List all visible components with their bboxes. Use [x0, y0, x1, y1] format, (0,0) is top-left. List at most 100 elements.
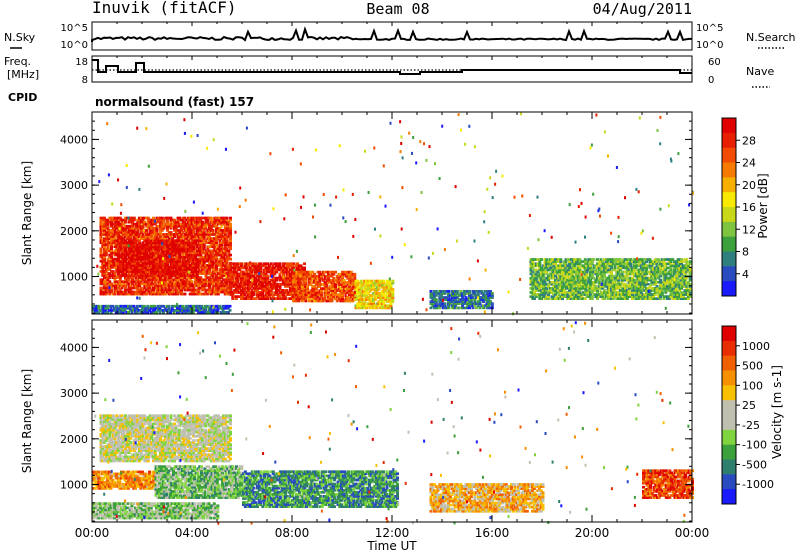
- cell: [540, 272, 543, 276]
- cell: [555, 278, 559, 282]
- cell: [122, 261, 126, 265]
- cell: [214, 309, 218, 312]
- nave-label: Nave: [746, 65, 774, 78]
- cell: [132, 266, 136, 269]
- cell: [372, 288, 375, 291]
- cell: [122, 268, 126, 271]
- cell: [561, 272, 564, 276]
- cell: [339, 287, 343, 290]
- cell: [250, 293, 254, 296]
- cell: [139, 276, 143, 279]
- cell: [557, 268, 561, 272]
- cell: [159, 243, 162, 247]
- cell: [162, 253, 166, 257]
- cell: [349, 277, 353, 280]
- cell: [533, 278, 536, 282]
- cell: [225, 220, 229, 224]
- cell: [233, 285, 236, 288]
- cell: [547, 282, 550, 286]
- cell: [171, 286, 175, 290]
- cell: [103, 216, 106, 220]
- cell: [440, 290, 443, 293]
- cell: [566, 293, 570, 296]
- cell: [469, 298, 473, 301]
- cell: [342, 279, 346, 282]
- cell: [132, 257, 136, 261]
- cell: [185, 241, 189, 245]
- cell: [188, 266, 192, 269]
- cell: [341, 279, 344, 282]
- cell: [139, 235, 143, 238]
- cell: [120, 311, 123, 314]
- cell: [213, 241, 217, 244]
- cell: [342, 270, 346, 274]
- cell: [166, 226, 169, 230]
- cell: [359, 302, 363, 305]
- cell: [275, 268, 278, 272]
- cell: [218, 253, 222, 257]
- cell: [257, 276, 261, 280]
- cell: [382, 285, 386, 289]
- cell: [375, 288, 379, 291]
- cell: [328, 293, 332, 297]
- cell: [181, 258, 185, 261]
- cell: [538, 260, 542, 263]
- cell: [174, 247, 178, 251]
- cell: [243, 276, 247, 280]
- cell: [252, 297, 256, 300]
- cell: [180, 222, 183, 226]
- cell: [287, 262, 291, 266]
- cell: [348, 277, 351, 280]
- cell: [238, 295, 242, 298]
- cell: [106, 286, 110, 290]
- cell: [115, 231, 119, 234]
- cell: [243, 280, 247, 284]
- cell: [148, 260, 152, 263]
- cell: [129, 255, 133, 259]
- cell: [282, 282, 285, 286]
- cell: [134, 290, 138, 294]
- cell: [531, 264, 535, 268]
- cell: [141, 249, 145, 253]
- cell: [552, 276, 556, 280]
- cell: [176, 306, 179, 310]
- cell: [115, 251, 119, 255]
- cell: [280, 266, 284, 270]
- cell: [238, 266, 242, 270]
- cell: [216, 253, 220, 257]
- cell: [139, 290, 143, 294]
- cell: [141, 268, 145, 271]
- cell: [372, 300, 375, 303]
- cell: [485, 304, 489, 308]
- cell: [106, 241, 110, 244]
- cell: [199, 272, 203, 275]
- cell: [325, 274, 329, 278]
- cell: [335, 295, 339, 299]
- cell: [211, 241, 215, 244]
- cell: [387, 306, 391, 310]
- cell: [550, 295, 554, 298]
- cell: [194, 280, 197, 284]
- cell: [303, 268, 306, 272]
- cell: [559, 291, 563, 294]
- cell: [120, 224, 124, 228]
- cell: [209, 241, 213, 244]
- cell: [204, 288, 208, 292]
- cell: [220, 276, 224, 279]
- cell: [208, 286, 211, 290]
- cell: [108, 264, 112, 267]
- cell: [143, 253, 147, 257]
- cell: [124, 292, 127, 296]
- cell: [543, 285, 547, 288]
- cell: [471, 304, 475, 308]
- cell: [285, 264, 289, 268]
- cell: [307, 281, 311, 284]
- cell: [307, 270, 311, 274]
- cell: [138, 258, 141, 261]
- cell: [99, 290, 103, 294]
- cell: [283, 282, 287, 286]
- cell: [226, 304, 230, 308]
- cell: [545, 278, 549, 282]
- cell: [150, 235, 154, 238]
- cell: [124, 243, 127, 247]
